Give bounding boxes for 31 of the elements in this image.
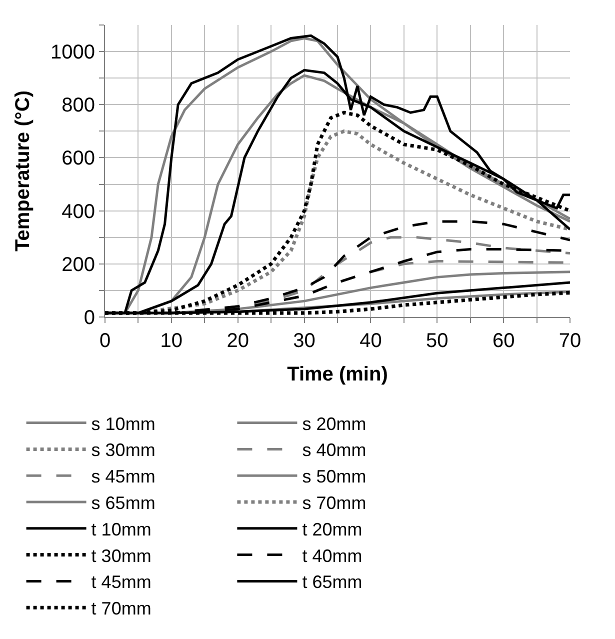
legend-label: s 45mm [91,466,156,487]
legend-label: t 20mm [302,519,362,540]
legend-label: s 50mm [302,466,366,487]
y-tick-label: 1000 [50,42,95,64]
y-tick-label: 200 [62,254,95,276]
y-tick-label: 400 [62,200,95,223]
x-tick-label: 20 [226,330,249,352]
y-tick-label: 800 [62,94,95,117]
legend-label: t 70mm [91,598,152,619]
legend-label: t 40mm [302,546,362,566]
legend-label: s 65mm [91,493,156,514]
legend-label: t 30mm [91,546,152,566]
x-tick-label: 60 [492,330,515,352]
legend-label: t 10mm [91,519,152,540]
x-tick-label: 40 [360,330,382,352]
x-axis-title: Time (min) [287,364,388,386]
legend-label: t 65mm [302,572,362,592]
legend-label: s 10mm [91,414,156,434]
y-axis-title: Temperature (°C) [12,90,34,252]
x-tick-label: 30 [293,330,316,352]
legend-label: s 30mm [91,440,156,460]
legend-label: s 20mm [302,414,366,434]
legend-label: t 45mm [91,572,152,592]
x-tick-label: 0 [99,330,111,352]
x-tick-label: 10 [160,330,183,352]
legend-label: s 40mm [302,440,366,460]
legend-label: s 70mm [302,493,366,514]
y-tick-label: 0 [84,307,95,329]
x-tick-label: 50 [426,330,448,352]
x-tick-label: 70 [558,330,582,352]
y-tick-label: 600 [62,148,95,170]
